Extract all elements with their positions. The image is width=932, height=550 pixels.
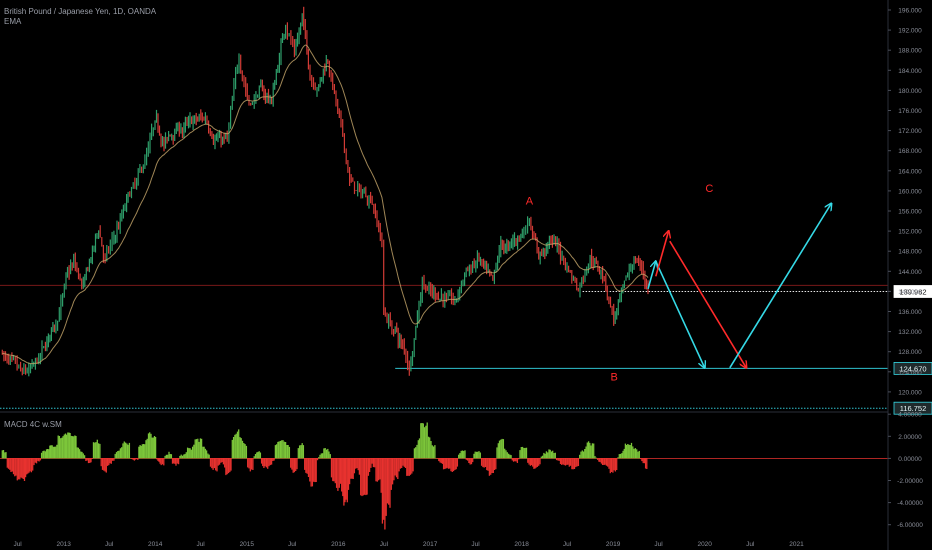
time-tick-label: Jul (380, 541, 389, 548)
price-axis[interactable]: 139.982 124.670 116.752 196.000 192.000 188.0… (888, 8, 932, 415)
time-tick-label: 2016 (331, 541, 346, 548)
time-tick-label: Jul (105, 541, 114, 548)
macd-tick-label: 0.00000 (898, 456, 922, 463)
macd-histogram (0, 422, 888, 530)
macd-tick-label: 2.00000 (898, 434, 922, 441)
price-tick-label: 196.000 (898, 8, 922, 15)
price-tick-label: 168.000 (898, 148, 922, 155)
level-price-label: 124.670 (899, 364, 926, 373)
projection-arrow-red (669, 240, 747, 368)
time-tick-label: 2018 (514, 541, 529, 548)
ema-legend[interactable]: EMA (4, 17, 22, 26)
macd-legend[interactable]: MACD 4C w.SM (4, 420, 62, 429)
price-tick-label: 144.000 (898, 269, 922, 276)
time-axis[interactable]: Jul 2013 Jul 2014 Jul 2015 Jul 2016 Jul 2017 Jul 20… (13, 541, 804, 548)
symbol-title[interactable]: British Pound / Japanese Yen, 1D, OANDA (4, 7, 157, 16)
projection-arrow-cyan (729, 204, 832, 369)
price-tick-label: 140.000 (898, 289, 922, 296)
level-price-label: 116.752 (900, 404, 927, 413)
time-tick-label: Jul (746, 541, 755, 548)
time-tick-label: Jul (288, 541, 297, 548)
level-price-label: 139.982 (899, 288, 926, 297)
time-tick-label: 2019 (606, 541, 621, 548)
price-tick-label: 192.000 (898, 28, 922, 35)
level-price-tag (893, 361, 932, 375)
price-tick-label: 184.000 (898, 68, 922, 75)
macd-tick-label: -6.00000 (897, 522, 923, 529)
time-tick-label: Jul (471, 541, 480, 548)
wave-label-c: C (705, 183, 713, 195)
time-tick-label: 2020 (697, 541, 712, 548)
time-tick-label: 2017 (423, 541, 438, 548)
wave-label-b: B (611, 371, 618, 383)
price-tick-label: 124.000 (898, 369, 922, 376)
wave-label-a: A (526, 196, 534, 208)
price-tick-label: 176.000 (898, 108, 922, 115)
price-tick-label: 164.000 (898, 168, 922, 175)
macd-tick-label: 4.00000 (898, 412, 922, 419)
time-tick-label: Jul (563, 541, 572, 548)
price-tick-label: 156.000 (898, 209, 922, 216)
price-tick-label: 188.000 (898, 48, 922, 55)
time-tick-label: 2013 (56, 541, 71, 548)
macd-tick-label: -4.00000 (897, 500, 923, 507)
time-tick-label: 2021 (789, 541, 804, 548)
price-tick-label: 172.000 (898, 128, 922, 135)
price-tick-label: 152.000 (898, 229, 922, 236)
price-series (1, 6, 649, 377)
level-price-tag (893, 285, 932, 298)
projection-arrows (647, 204, 832, 369)
price-tick-label: 132.000 (898, 329, 922, 336)
time-tick-label: 2015 (240, 541, 255, 548)
projection-arrow-cyan (655, 260, 705, 368)
projection-arrow-red (655, 231, 669, 277)
wave-annotations: A B C (526, 183, 714, 383)
projection-arrow-cyan (647, 261, 656, 290)
price-tick-label: 128.000 (898, 349, 922, 356)
price-tick-label: 160.000 (898, 188, 922, 195)
macd-tick-label: -2.00000 (897, 478, 923, 485)
horizontal-levels (0, 284, 888, 409)
price-tick-label: 120.000 (898, 389, 922, 396)
ema-line (2, 44, 649, 365)
price-tick-label: 148.000 (898, 249, 922, 256)
time-tick-label: Jul (654, 541, 663, 548)
macd-axis[interactable]: 4.00000 2.00000 0.00000 -2.00000 -4.00000 -6.… (888, 412, 923, 530)
price-tick-label: 136.000 (898, 309, 922, 316)
price-tick-label: 180.000 (898, 88, 922, 95)
time-tick-label: Jul (13, 541, 22, 548)
level-price-tag (893, 401, 932, 415)
time-tick-label: Jul (196, 541, 205, 548)
time-tick-label: 2014 (148, 541, 163, 548)
